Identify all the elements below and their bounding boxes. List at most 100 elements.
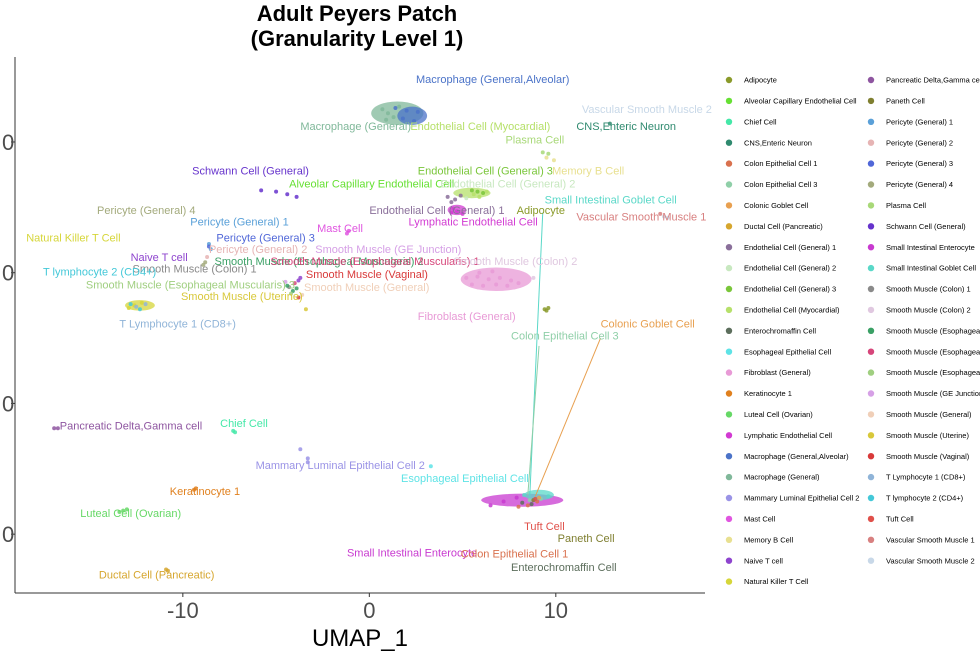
- legend-item: Pericyte (General) 1: [867, 117, 953, 126]
- cell-point: [454, 209, 459, 214]
- x-tick-label: 0: [363, 598, 375, 623]
- cell-point: [143, 302, 148, 307]
- cluster-label: Naive T cell: [131, 252, 188, 264]
- legend-swatch: [725, 432, 733, 439]
- legend-swatch: [867, 223, 875, 230]
- legend-item: Schwann Cell (General): [867, 222, 966, 231]
- cluster-label: Memory B Cell: [552, 166, 624, 178]
- legend-swatch: [725, 160, 733, 167]
- legend-label: Schwann Cell (General): [886, 222, 966, 231]
- legend-swatch: [867, 411, 875, 418]
- cluster-label: Esophageal Epithelial Cell: [401, 473, 529, 485]
- legend-item: Macrophage (General): [725, 473, 820, 482]
- x-axis-title: UMAP_1: [312, 625, 408, 652]
- cell-point: [391, 115, 396, 120]
- cell-point: [453, 197, 458, 202]
- cell-point: [55, 426, 60, 431]
- legend-swatch: [725, 244, 733, 251]
- cell-point: [490, 269, 495, 274]
- cluster-label: Paneth Cell: [558, 533, 615, 545]
- legend-item: Smooth Muscle (Uterine): [867, 431, 969, 440]
- legend-swatch: [867, 432, 875, 439]
- legend-item: Smooth Muscle (Esophageal Muscularis) 2: [867, 347, 980, 356]
- cluster-label: Mammary Luminal Epithelial Cell 2: [256, 460, 425, 472]
- legend-label: Pericyte (General) 4: [886, 180, 953, 189]
- legend-swatch: [725, 369, 733, 376]
- legend-item: Pericyte (General) 2: [867, 138, 953, 147]
- cell-point: [505, 283, 510, 288]
- cluster-label: Keratinocyte 1: [170, 486, 240, 498]
- cluster-label: T lymphocyte 2 (CD4+): [43, 266, 156, 278]
- legend-item: Smooth Muscle (Colon) 2: [867, 306, 971, 315]
- legend-swatch: [867, 348, 875, 355]
- legend-swatch: [867, 118, 875, 126]
- legend-label: Esophageal Epithelial Cell: [744, 347, 831, 356]
- cell-point: [475, 274, 480, 279]
- cell-point: [486, 277, 491, 282]
- label-leader-line: [534, 337, 602, 497]
- cell-point: [458, 193, 463, 198]
- legend-item: Colon Epithelial Cell 1: [725, 159, 817, 168]
- cell-point: [137, 307, 142, 312]
- cell-point: [259, 188, 264, 193]
- legend-swatch: [867, 327, 875, 334]
- cluster-label: Small Intestinal Goblet Cell: [545, 194, 677, 206]
- legend-label: Pericyte (General) 1: [886, 117, 953, 126]
- cluster-label: Enterochromaffin Cell: [511, 562, 617, 574]
- legend-swatch: [867, 181, 875, 188]
- cell-point: [546, 151, 551, 156]
- cell-point: [471, 192, 476, 197]
- legend-label: Smooth Muscle (Esophageal Muscularis) 1: [886, 326, 980, 335]
- cluster-label: Smooth Muscle (GE Junction): [315, 244, 461, 256]
- cell-point: [497, 275, 502, 280]
- cell-point: [305, 460, 310, 465]
- cell-point: [481, 283, 486, 288]
- legend-label: Colonic Goblet Cell: [744, 201, 809, 210]
- cell-point: [397, 104, 402, 109]
- cell-point: [529, 502, 534, 507]
- cluster-label: CNS,Enteric Neuron: [576, 121, 676, 133]
- cell-point: [469, 188, 474, 193]
- legend-swatch: [867, 390, 875, 397]
- legend-label: Smooth Muscle (GE Junction): [886, 389, 980, 398]
- legend-label: Mammary Luminal Epithelial Cell 2: [744, 494, 859, 503]
- cell-point: [205, 255, 210, 260]
- cell-point: [384, 117, 389, 122]
- cell-point: [665, 215, 670, 220]
- legend-label: Vascular Smooth Muscle 2: [886, 556, 975, 565]
- cell-point: [126, 306, 131, 311]
- legend-swatch: [725, 494, 733, 502]
- cell-point: [449, 210, 454, 215]
- legend-item: Vascular Smooth Muscle 2: [867, 556, 975, 565]
- legend-item: Smooth Muscle (GE Junction): [867, 389, 980, 398]
- cluster-label: Colon Epithelial Cell 3: [511, 330, 619, 342]
- cluster-label: Macrophage (General,Alveolar): [416, 74, 569, 86]
- cell-point: [134, 304, 139, 309]
- legend-item: Natural Killer T Cell: [725, 577, 809, 586]
- cell-point: [533, 496, 538, 501]
- legend-item: Endothelial Cell (General) 1: [725, 243, 836, 252]
- cluster-label: Vascular Smooth Muscle 2: [582, 104, 712, 116]
- chart-title-line-1: Adult Peyers Patch: [257, 1, 458, 26]
- cell-point: [551, 158, 556, 163]
- legend-label: Smooth Muscle (General): [886, 410, 972, 419]
- cell-point: [415, 109, 420, 114]
- legend-swatch: [867, 557, 875, 564]
- legend-item: Smooth Muscle (General): [867, 410, 972, 419]
- chart-title-line-2: (Granularity Level 1): [251, 26, 464, 51]
- cluster-label: Mast Cell: [317, 223, 363, 235]
- cell-point: [165, 568, 170, 573]
- legend-item: Vascular Smooth Muscle 1: [867, 535, 975, 544]
- cell-point: [412, 119, 417, 124]
- legend-label: Pericyte (General) 2: [886, 138, 953, 147]
- cell-point: [393, 105, 398, 110]
- legend-item: Memory B Cell: [725, 535, 794, 544]
- legend-label: Luteal Cell (Ovarian): [744, 410, 813, 419]
- legend-label: Smooth Muscle (Esophageal Muscularis) 2: [886, 347, 980, 356]
- cell-point: [546, 494, 551, 499]
- cell-point: [233, 430, 238, 435]
- cell-point: [285, 192, 290, 197]
- legend-swatch: [867, 202, 875, 209]
- y-tick-label: 0: [2, 391, 14, 416]
- cell-point: [531, 275, 536, 280]
